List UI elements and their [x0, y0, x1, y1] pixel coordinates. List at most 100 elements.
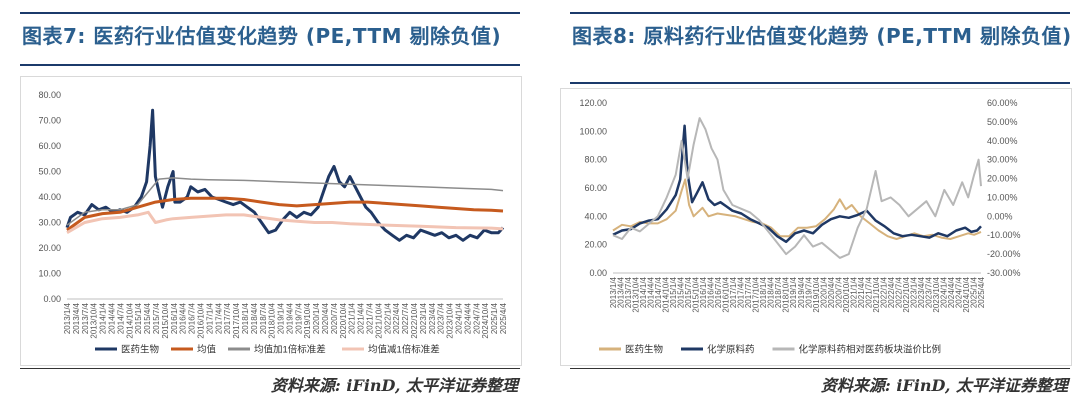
source-note: 资料来源: iFinD, 太平洋证券整理 — [270, 376, 518, 395]
x-tick-label: 2023/1/4 — [909, 276, 918, 308]
y-tick-label: 100.00 — [579, 126, 607, 136]
x-tick-label: 2022/1/4 — [879, 276, 888, 308]
source-rule — [570, 368, 1070, 369]
x-tick-label: 2020/10/4 — [842, 276, 851, 312]
x-tick-label: 2017/7/4 — [223, 302, 232, 334]
legend-label: 均值加1倍标准差 — [254, 344, 326, 356]
chart-frame: 0.00 20.00 40.00 60.00 80.00 100.00 120.00 -30.… — [560, 88, 1072, 366]
chart-title: 图表7: 医药行业估值变化趋势 (PE,TTM 剔除负值) — [22, 24, 502, 48]
x-tick-label: 2013/7/4 — [624, 276, 633, 308]
x-tick-label: 2020/7/4 — [330, 302, 339, 334]
source-rule — [20, 368, 520, 369]
y-tick-label: 60.00 — [38, 141, 61, 151]
x-tick-label: 2013/10/4 — [632, 276, 641, 312]
x-tick-label: 2021/7/4 — [864, 276, 873, 308]
legend: 医药生物 化学原料药 化学原料药相对医药板块溢价比例 — [599, 344, 941, 356]
series-line-3 — [612, 117, 982, 259]
chart-frame: 0.00 10.00 20.00 30.00 40.00 50.00 60.00 70.00 8… — [20, 76, 522, 366]
x-tick-label: 2023/4/4 — [917, 276, 926, 308]
series-line-2 — [66, 196, 504, 232]
y-tick-label: 40.00 — [584, 211, 607, 221]
y-tick-label: 120.00 — [579, 98, 607, 108]
right-chart-panel: 图表8: 原料药行业估值变化趋势 (PE,TTM 剔除负值) 0.00 20.00… — [550, 0, 1080, 414]
title-rule — [20, 64, 520, 66]
left-chart-panel: 图表7: 医药行业估值变化趋势 (PE,TTM 剔除负值) 0.00 10.00 2… — [0, 0, 530, 414]
y-tick-label-right: -20.00% — [987, 249, 1021, 259]
x-tick-label: 2019/10/4 — [303, 302, 312, 338]
x-tick-label: 2015/10/4 — [161, 302, 170, 338]
x-tick-label: 2019/1/4 — [277, 302, 286, 334]
y-tick-label: 0.00 — [43, 294, 61, 304]
x-tick-label: 2017/1/4 — [205, 302, 214, 334]
x-tick-label: 2017/4/4 — [737, 276, 746, 308]
x-tick-label: 2014/4/4 — [647, 276, 656, 308]
x-tick-label: 2023/7/4 — [924, 276, 933, 308]
x-tick-label: 2014/10/4 — [662, 276, 671, 312]
x-tick-label: 2021/4/4 — [857, 276, 866, 308]
x-tick-label: 2024/7/4 — [472, 302, 481, 334]
x-axis: 2013/1/42013/4/42013/7/42013/10/42014/1/… — [609, 276, 986, 312]
pe-valuation-chart: 0.00 10.00 20.00 30.00 40.00 50.00 60.00 70.00 8… — [38, 90, 508, 356]
x-tick-label: 2013/7/4 — [81, 302, 90, 334]
x-tick-label: 2023/7/4 — [437, 302, 446, 334]
x-tick-label: 2015/10/4 — [692, 276, 701, 312]
x-tick-label: 2018/4/4 — [767, 276, 776, 308]
y-tick-label-right: 50.00% — [987, 117, 1018, 127]
legend: 医药生物 均值 均值加1倍标准差 均值减1倍标准差 — [95, 344, 440, 356]
x-tick-label: 2023/1/4 — [419, 302, 428, 334]
x-tick-label: 2013/4/4 — [72, 302, 81, 334]
x-tick-label: 2017/4/4 — [214, 302, 223, 334]
x-tick-label: 2021/10/4 — [872, 276, 881, 312]
y-tick-label: 20.00 — [38, 243, 61, 253]
x-tick-label: 2023/10/4 — [932, 276, 941, 312]
x-tick-label: 2019/7/4 — [294, 302, 303, 334]
x-tick-label: 2021/1/4 — [849, 276, 858, 308]
x-tick-label: 2023/10/4 — [446, 302, 455, 338]
x-tick-label: 2019/4/4 — [797, 276, 806, 308]
x-tick-label: 2021/4/4 — [357, 302, 366, 334]
x-tick-label: 2014/4/4 — [107, 302, 116, 334]
x-tick-label: 2021/7/4 — [366, 302, 375, 334]
chart-title: 图表8: 原料药行业估值变化趋势 (PE,TTM 剔除负值) — [572, 24, 1072, 48]
x-tick-label: 2019/10/4 — [812, 276, 821, 312]
x-tick-label: 2015/7/4 — [152, 302, 161, 334]
x-tick-label: 2022/7/4 — [894, 276, 903, 308]
x-tick-label: 2019/7/4 — [804, 276, 813, 308]
series-line-2 — [612, 124, 982, 244]
x-tick-label: 2014/7/4 — [654, 276, 663, 308]
x-tick-label: 2017/10/4 — [232, 302, 241, 338]
x-tick-label: 2016/7/4 — [714, 276, 723, 308]
x-tick-label: 2020/4/4 — [321, 302, 330, 334]
top-rule — [570, 12, 1070, 14]
legend-label: 医药生物 — [121, 344, 160, 356]
y-axis-left: 0.00 20.00 40.00 60.00 80.00 100.00 120.00 — [579, 98, 607, 278]
x-tick-label: 2016/4/4 — [707, 276, 716, 308]
x-tick-label: 2021/1/4 — [348, 302, 357, 334]
x-tick-label: 2023/4/4 — [428, 302, 437, 334]
y-tick-label: 10.00 — [38, 269, 61, 279]
legend-label: 均值减1倍标准差 — [368, 344, 440, 356]
x-tick-label: 2018/10/4 — [268, 302, 277, 338]
y-axis-left: 0.00 10.00 20.00 30.00 40.00 50.00 60.00 70.00 8… — [38, 90, 61, 304]
x-tick-label: 2019/4/4 — [285, 302, 294, 334]
series-line-3 — [66, 177, 504, 226]
x-tick-label: 2024/7/4 — [954, 276, 963, 308]
series-line-1 — [65, 108, 505, 242]
x-tick-label: 2024/10/4 — [962, 276, 971, 312]
x-tick-label: 2024/10/4 — [481, 302, 490, 338]
x-tick-label: 2015/1/4 — [134, 302, 143, 334]
x-tick-label: 2025/1/4 — [969, 276, 978, 308]
x-tick-label: 2022/10/4 — [410, 302, 419, 338]
y-tick-label: 70.00 — [38, 116, 61, 126]
legend-label: 医药生物 — [625, 344, 664, 356]
x-tick-label: 2015/7/4 — [684, 276, 693, 308]
x-tick-label: 2019/1/4 — [789, 276, 798, 308]
top-rule — [20, 12, 520, 14]
x-tick-label: 2024/4/4 — [463, 302, 472, 334]
x-tick-label: 2016/7/4 — [188, 302, 197, 334]
x-tick-label: 2018/10/4 — [782, 276, 791, 312]
x-tick-label: 2024/1/4 — [939, 276, 948, 308]
y-tick-label-right: 60.00% — [987, 98, 1018, 108]
y-tick-label-right: 30.00% — [987, 155, 1018, 165]
y-tick-label: 50.00 — [38, 167, 61, 177]
